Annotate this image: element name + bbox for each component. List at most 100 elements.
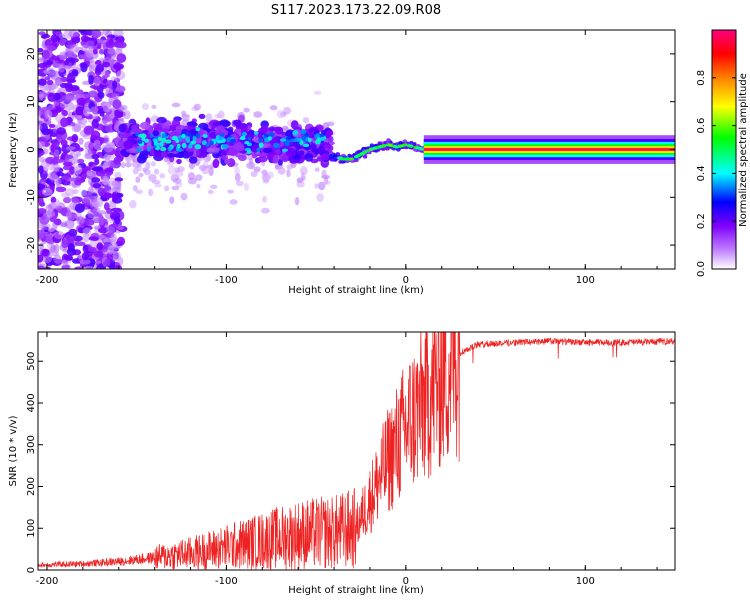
spectrogram-cell xyxy=(201,166,210,175)
spectrogram-cell xyxy=(115,85,126,93)
spectrogram-cell xyxy=(285,136,292,141)
spectrogram-cell xyxy=(282,148,288,152)
spectrogram-heatmap xyxy=(38,30,675,269)
spectrogram-cell xyxy=(241,135,246,140)
spectrogram-cell xyxy=(102,135,110,144)
spectrogram-cell xyxy=(145,161,151,171)
colorbar-tick-label: 0.4 xyxy=(696,165,707,181)
spectrogram-cell xyxy=(92,183,102,189)
spectrogram-cell xyxy=(93,139,101,150)
spectrogram-cell xyxy=(81,251,89,261)
spectrogram-cell xyxy=(51,140,60,147)
spectrogram-cell xyxy=(181,133,186,139)
spectrogram-cell xyxy=(419,147,425,151)
snr-y-label: SNR (10 * v/v) xyxy=(8,415,19,486)
spectrogram-cell xyxy=(212,121,220,127)
spectrogram-cell xyxy=(91,166,102,172)
snr-series-line xyxy=(38,332,675,570)
spectrogram-cell xyxy=(211,147,220,154)
spectrogram-cell xyxy=(244,140,250,145)
spectrogram-cell xyxy=(129,200,137,209)
spectrogram-cell xyxy=(302,117,310,124)
spectrogram-cell xyxy=(48,182,56,187)
spectrogram-cell xyxy=(96,264,104,269)
spectrogram-cell xyxy=(87,186,94,195)
spectrogram-cell xyxy=(67,177,76,182)
x-tick-label: 0 xyxy=(403,275,409,286)
spectrogram-cell xyxy=(87,246,97,253)
spectrogram-cell xyxy=(151,104,157,110)
spectrogram-cell xyxy=(93,76,102,87)
spectrogram-cell xyxy=(112,99,122,110)
snr-frame xyxy=(37,331,676,571)
spectrogram-cell xyxy=(107,181,119,188)
spectrogram-cell xyxy=(68,210,76,221)
spectrogram-cell xyxy=(45,156,56,164)
colorbar-tick-label: 0.8 xyxy=(696,70,707,86)
spectrogram-cell xyxy=(59,222,68,227)
spectrogram-cell xyxy=(314,183,319,189)
spectrogram-cell xyxy=(59,38,66,46)
spectrogram-cell xyxy=(77,118,88,125)
spectrogram-cell xyxy=(294,197,300,206)
spectrogram-cell xyxy=(69,166,76,175)
spectrogram-cell xyxy=(68,228,78,237)
colorbar: 0.0 0.2 0.4 0.6 0.8 Normalized spectral ampl… xyxy=(696,29,749,277)
spectrogram-cell xyxy=(80,35,90,43)
spectrogram-cell xyxy=(173,177,182,184)
spectrogram-cell xyxy=(250,171,258,177)
spectrogram-cell xyxy=(253,111,263,118)
spectrogram-cell xyxy=(238,122,248,130)
spectrogram-cell xyxy=(318,133,325,138)
x-tick-label: 100 xyxy=(576,275,595,286)
spectrogram-cell xyxy=(206,147,212,153)
spectrogram-cell xyxy=(117,41,127,49)
spectrogram-cell xyxy=(167,166,177,175)
spectrogram-cell xyxy=(354,155,359,159)
spectrogram-cell xyxy=(47,45,57,52)
spectrogram-cell xyxy=(226,130,234,136)
spectrogram-cell xyxy=(47,92,57,102)
spectrogram-cell xyxy=(97,91,105,99)
spectrogram-cell xyxy=(38,183,45,190)
spectrogram-cell xyxy=(161,133,167,138)
spectrogram-cell xyxy=(88,74,95,85)
spectrogram-cell xyxy=(103,202,110,211)
spectrogram-cell xyxy=(91,177,101,183)
spectrogram-cell xyxy=(387,143,392,147)
spectrogram-cell xyxy=(93,225,101,230)
spectrogram-cell xyxy=(71,124,81,133)
spectrogram-cell xyxy=(209,184,218,189)
spectrogram-cell xyxy=(111,92,120,100)
spectrogram-cell xyxy=(102,102,112,113)
spectrogram-cell xyxy=(38,254,44,263)
spectrogram-cell xyxy=(53,243,60,254)
spectrogram-cell xyxy=(273,142,280,148)
spectrogram-cell xyxy=(164,185,170,192)
spectrogram-cell xyxy=(191,140,197,145)
spectrogram-cell xyxy=(257,156,268,163)
spectrogram-cell xyxy=(61,239,69,249)
spectrogram-cell xyxy=(135,176,141,184)
spectrogram-cell xyxy=(117,225,124,231)
spectrogram-cell xyxy=(70,122,76,127)
spectrogram-cell xyxy=(152,145,157,149)
spectrogram-cell xyxy=(323,144,331,150)
spectrogram-cell xyxy=(88,90,98,98)
spectrogram-cell xyxy=(78,54,87,59)
spectrogram-cell xyxy=(61,109,68,117)
spectrogram-cell xyxy=(77,158,85,164)
spectrogram-cell xyxy=(157,136,163,142)
spectrogram-cell xyxy=(78,137,84,145)
spectrogram-cell xyxy=(321,169,327,178)
spectrogram-cell xyxy=(226,137,231,143)
spectrogram-cell xyxy=(396,145,402,149)
spectrogram-cell xyxy=(111,191,117,202)
spectrogram-cell xyxy=(39,123,48,133)
spectrogram-cell xyxy=(104,72,110,78)
spectrogram-cell xyxy=(276,109,285,119)
spectrogram-cell xyxy=(47,226,55,233)
spectrogram-cell xyxy=(71,198,80,203)
spectrogram-cell xyxy=(63,161,73,167)
spectrogram-cell xyxy=(41,187,53,196)
